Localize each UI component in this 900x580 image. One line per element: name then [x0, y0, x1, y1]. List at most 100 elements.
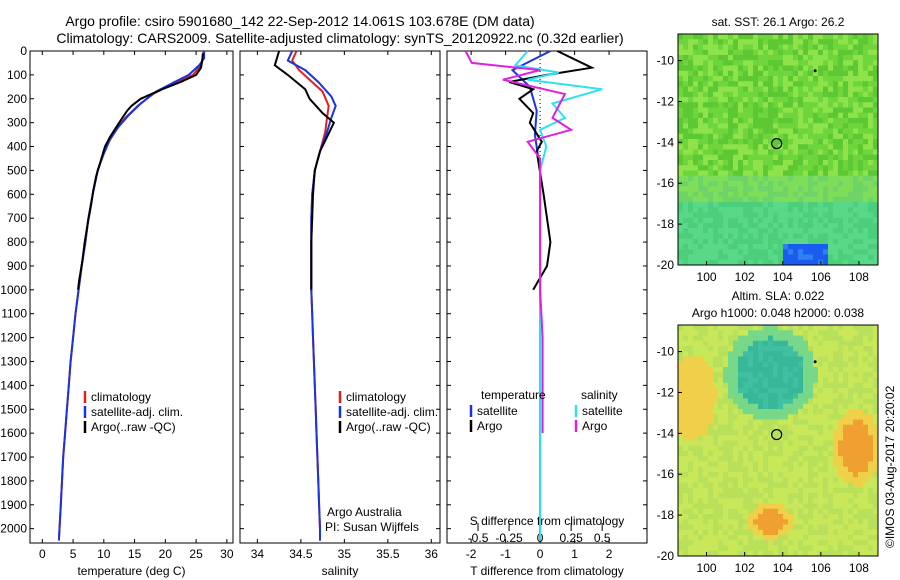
map-cell — [838, 223, 844, 229]
map-cell — [768, 535, 774, 541]
map-cell — [858, 70, 864, 77]
map-cell — [703, 139, 709, 145]
map-cell — [793, 128, 799, 135]
map-cell — [758, 81, 764, 87]
map-cell — [838, 519, 844, 525]
map-cell — [723, 382, 729, 389]
map-cell — [823, 466, 829, 473]
map-cell — [823, 233, 829, 240]
map-cell — [718, 487, 724, 494]
map-cell — [778, 86, 784, 93]
map-cell — [678, 330, 684, 336]
map-cell — [808, 524, 814, 531]
map-cell — [693, 435, 699, 441]
map-cell — [828, 181, 834, 187]
map-cell — [748, 424, 754, 431]
map-cell — [688, 519, 694, 525]
map-cell — [683, 202, 689, 208]
map-cell — [748, 524, 754, 531]
map-cell — [843, 55, 849, 61]
map-cell — [778, 372, 784, 378]
map-cell — [773, 498, 779, 504]
map-cell — [798, 424, 804, 431]
map-cell — [793, 435, 799, 441]
map-cell — [728, 112, 734, 119]
map-cell — [843, 424, 849, 431]
map-cell — [823, 498, 829, 504]
map-cell — [818, 535, 824, 541]
map-cell — [823, 398, 829, 405]
map-cell — [838, 535, 844, 541]
map-cell — [863, 49, 869, 56]
map-cell — [873, 398, 879, 405]
map-cell — [743, 181, 749, 187]
map-cell — [858, 403, 864, 410]
map-cell — [868, 514, 874, 520]
map-cell — [768, 493, 774, 499]
map-cell — [748, 228, 754, 234]
map-cell — [743, 238, 749, 245]
map-cell — [753, 445, 759, 452]
map-cell — [698, 249, 704, 255]
map-cell — [863, 175, 869, 182]
map-cell — [863, 217, 869, 224]
map-cell — [748, 435, 754, 441]
x-tick-label: 36 — [425, 547, 439, 561]
map-cell — [738, 254, 744, 261]
map-cell — [758, 259, 764, 266]
map-cell — [723, 477, 729, 483]
map-cell — [738, 414, 744, 420]
map-cell — [788, 498, 794, 504]
map-cell — [773, 91, 779, 98]
map-cell — [728, 367, 734, 373]
map-cell — [743, 196, 749, 203]
map-cell — [868, 102, 874, 108]
map-cell — [808, 91, 814, 98]
map-cell — [873, 356, 879, 363]
map-cell — [798, 217, 804, 224]
map-cell — [738, 133, 744, 140]
map-cell — [763, 414, 769, 420]
map-cell — [738, 503, 744, 510]
map-cell — [738, 165, 744, 171]
map-cell — [858, 202, 864, 208]
map-cell — [718, 472, 724, 478]
map-cell — [863, 550, 869, 557]
map-cell — [718, 466, 724, 473]
map-cell — [693, 144, 699, 150]
map-cell — [778, 149, 784, 156]
map-cell — [708, 330, 714, 336]
map-cell — [748, 330, 754, 336]
map-cell — [718, 456, 724, 462]
map-cell — [818, 382, 824, 389]
map-cell — [693, 165, 699, 171]
map-cell — [713, 351, 719, 357]
map-cell — [868, 419, 874, 426]
map-cell — [758, 60, 764, 66]
map-cell — [848, 49, 854, 56]
map-cell — [798, 514, 804, 520]
map-cell — [733, 351, 739, 357]
map-cell — [873, 102, 879, 108]
map-cell — [823, 529, 829, 536]
map-cell — [698, 207, 704, 213]
map-cell — [828, 330, 834, 336]
map-cell — [848, 249, 854, 255]
map-cell — [848, 70, 854, 77]
map-cell — [798, 440, 804, 447]
map-cell — [803, 170, 809, 177]
map-cell — [688, 388, 694, 394]
map-cell — [793, 409, 799, 415]
map-cell — [863, 233, 869, 240]
map-cell — [808, 361, 814, 368]
map-cell — [688, 112, 694, 119]
map-cell — [733, 154, 739, 161]
map-cell — [698, 445, 704, 452]
map-cell — [773, 181, 779, 187]
map-cell — [793, 228, 799, 234]
map-cell — [753, 133, 759, 140]
map-cell — [868, 435, 874, 441]
map-cell — [788, 202, 794, 208]
map-cell — [838, 440, 844, 447]
map-cell — [863, 382, 869, 389]
